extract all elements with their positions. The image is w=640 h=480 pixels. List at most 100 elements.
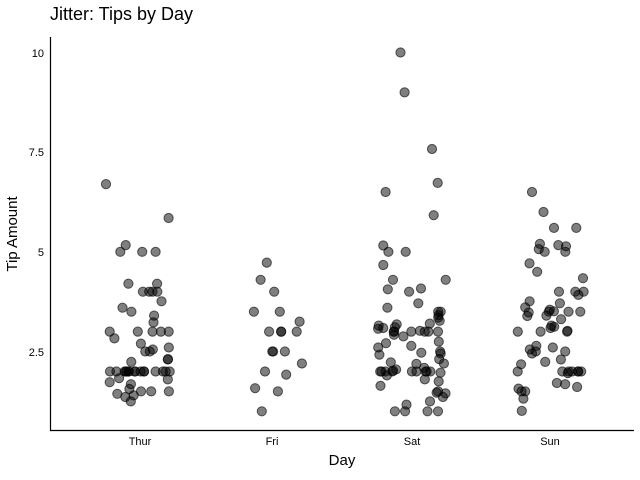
point-sun-37 <box>547 342 558 353</box>
point-fri-2 <box>269 286 280 297</box>
plot-area <box>49 37 634 432</box>
point-sat-13 <box>382 284 393 295</box>
point-thur-1 <box>163 212 174 224</box>
point-sat-14 <box>404 286 415 297</box>
point-sun-0 <box>526 186 538 198</box>
point-thur-13 <box>117 302 128 313</box>
point-sun-39 <box>560 346 571 357</box>
point-sun-52 <box>562 368 573 379</box>
x-axis-ticks: Thur Fri Sat Sun <box>129 436 560 448</box>
point-sat-15 <box>413 298 424 309</box>
point-thur-16 <box>148 317 159 328</box>
point-sun-50 <box>576 366 587 377</box>
point-thur-3 <box>115 246 126 257</box>
point-thur-12 <box>156 296 167 307</box>
point-sat-38 <box>380 338 392 349</box>
point-sun-16 <box>573 289 584 300</box>
point-sat-74 <box>432 406 444 417</box>
point-thur-30 <box>126 356 137 367</box>
point-thur-49 <box>104 377 115 388</box>
point-sat-3 <box>432 177 443 188</box>
point-thur-11 <box>144 286 155 297</box>
point-sat-10 <box>440 274 451 285</box>
point-thur-17 <box>104 326 115 337</box>
point-sat-9 <box>378 259 389 271</box>
point-sun-14 <box>553 286 565 297</box>
point-fri-16 <box>250 383 261 394</box>
x-tick-label-thur: Thur <box>129 436 152 448</box>
point-fri-17 <box>272 386 283 397</box>
point-sun-9 <box>539 246 550 257</box>
point-sun-11 <box>532 266 543 277</box>
point-sat-61 <box>435 367 446 378</box>
y-tick-label-7-5: 7.5 <box>29 147 44 159</box>
point-sun-53 <box>551 377 563 389</box>
point-sun-60 <box>516 405 527 416</box>
point-sat-69 <box>437 391 448 403</box>
point-fri-18 <box>256 406 267 417</box>
point-sat-72 <box>389 406 400 417</box>
y-tick-label-5: 5 <box>38 247 44 259</box>
point-thur-14 <box>126 306 137 317</box>
point-sat-31 <box>406 326 417 337</box>
chart-title: Jitter: Tips by Day <box>50 4 193 24</box>
point-sun-54 <box>560 379 571 390</box>
point-thur-24 <box>163 342 174 353</box>
data-points <box>100 47 589 417</box>
point-sat-39 <box>406 340 417 351</box>
point-sun-41 <box>526 348 538 359</box>
point-fri-11 <box>267 346 278 357</box>
point-sun-23 <box>575 306 586 317</box>
point-sat-35 <box>388 329 400 340</box>
y-axis-ticks: 2.5 5 7.5 10 <box>29 48 44 359</box>
point-sat-42 <box>416 347 427 358</box>
point-sat-8 <box>383 246 394 257</box>
point-sun-51 <box>512 366 523 377</box>
point-sat-0 <box>395 47 406 58</box>
point-fri-6 <box>264 326 275 337</box>
point-sat-27 <box>373 323 384 334</box>
point-sat-4 <box>380 186 391 198</box>
point-sat-58 <box>406 366 417 377</box>
point-thur-46 <box>129 366 140 377</box>
point-thur-42 <box>104 366 116 377</box>
point-sat-37 <box>433 336 444 347</box>
point-sun-2 <box>571 222 582 233</box>
point-sun-31 <box>545 322 556 334</box>
point-thur-52 <box>146 386 157 397</box>
point-thur-58 <box>125 396 136 407</box>
y-tick-label-10: 10 <box>32 48 44 60</box>
point-sun-43 <box>540 356 551 367</box>
point-fri-13 <box>296 358 307 369</box>
point-sun-34 <box>562 326 573 337</box>
point-thur-18 <box>147 326 158 337</box>
point-thur-40 <box>150 366 161 377</box>
point-fri-14 <box>259 366 271 377</box>
point-sat-36 <box>398 331 409 342</box>
point-thur-21 <box>155 326 166 337</box>
point-sat-1 <box>399 87 410 98</box>
point-sun-59 <box>518 393 529 404</box>
x-tick-label-fri: Fri <box>266 436 279 448</box>
point-sun-1 <box>538 206 549 218</box>
point-thur-4 <box>150 246 161 257</box>
point-fri-12 <box>279 346 290 357</box>
point-sun-35 <box>512 326 523 337</box>
point-fri-7 <box>291 326 302 337</box>
point-fri-15 <box>281 369 292 380</box>
point-fri-5 <box>294 316 305 327</box>
point-sun-22 <box>563 306 574 317</box>
point-thur-53 <box>163 386 174 397</box>
x-tick-label-sun: Sun <box>540 436 560 448</box>
point-thur-0 <box>100 179 112 190</box>
x-axis-label: Day <box>329 452 356 469</box>
point-sat-11 <box>387 274 399 285</box>
point-thur-22 <box>109 333 120 344</box>
point-fri-3 <box>274 306 285 317</box>
point-sun-28 <box>556 314 567 325</box>
point-sat-16 <box>382 302 393 313</box>
point-sat-44 <box>374 349 385 360</box>
point-sat-65 <box>375 380 386 391</box>
point-sat-7 <box>400 246 411 257</box>
